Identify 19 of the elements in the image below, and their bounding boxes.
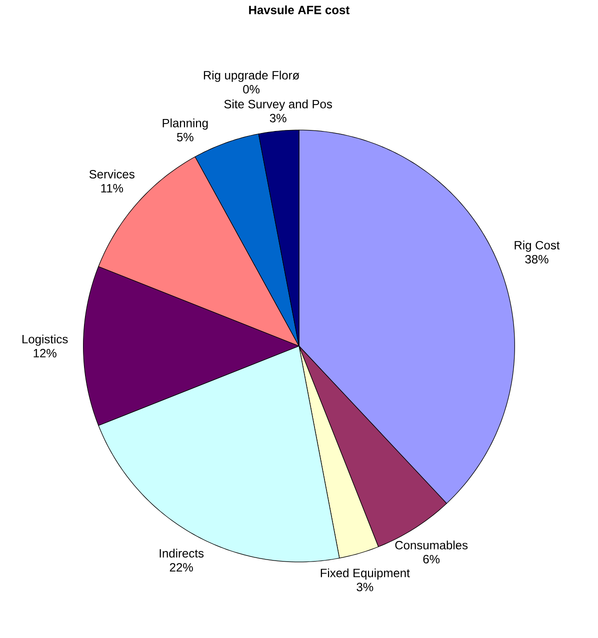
data-label: 22%	[170, 563, 193, 572]
data-label: 6%	[423, 554, 440, 564]
data-label: 3%	[356, 582, 374, 592]
slice-label: Planning	[162, 118, 208, 130]
slice-label: Logistics	[22, 334, 68, 346]
data-label: 3%	[270, 114, 286, 122]
slice-label: Rig Cost	[514, 240, 560, 252]
data-label: 5%	[176, 132, 194, 142]
text: 0%	[243, 85, 260, 94]
chart-title: Havsule AFE cost	[249, 5, 350, 14]
category-label: Rig upgrade Florø	[204, 70, 300, 82]
data-label: 38%	[525, 254, 548, 264]
slice-label: Indirects	[160, 548, 204, 558]
slice-label: Fixed Equipment	[320, 568, 410, 580]
data-label: 12%	[34, 348, 56, 358]
slice-label: Consumables	[395, 540, 468, 550]
slice-label: Site Survey and Pos	[224, 100, 332, 111]
data-label: 11%	[101, 184, 124, 192]
slice-label: Services	[89, 170, 134, 178]
